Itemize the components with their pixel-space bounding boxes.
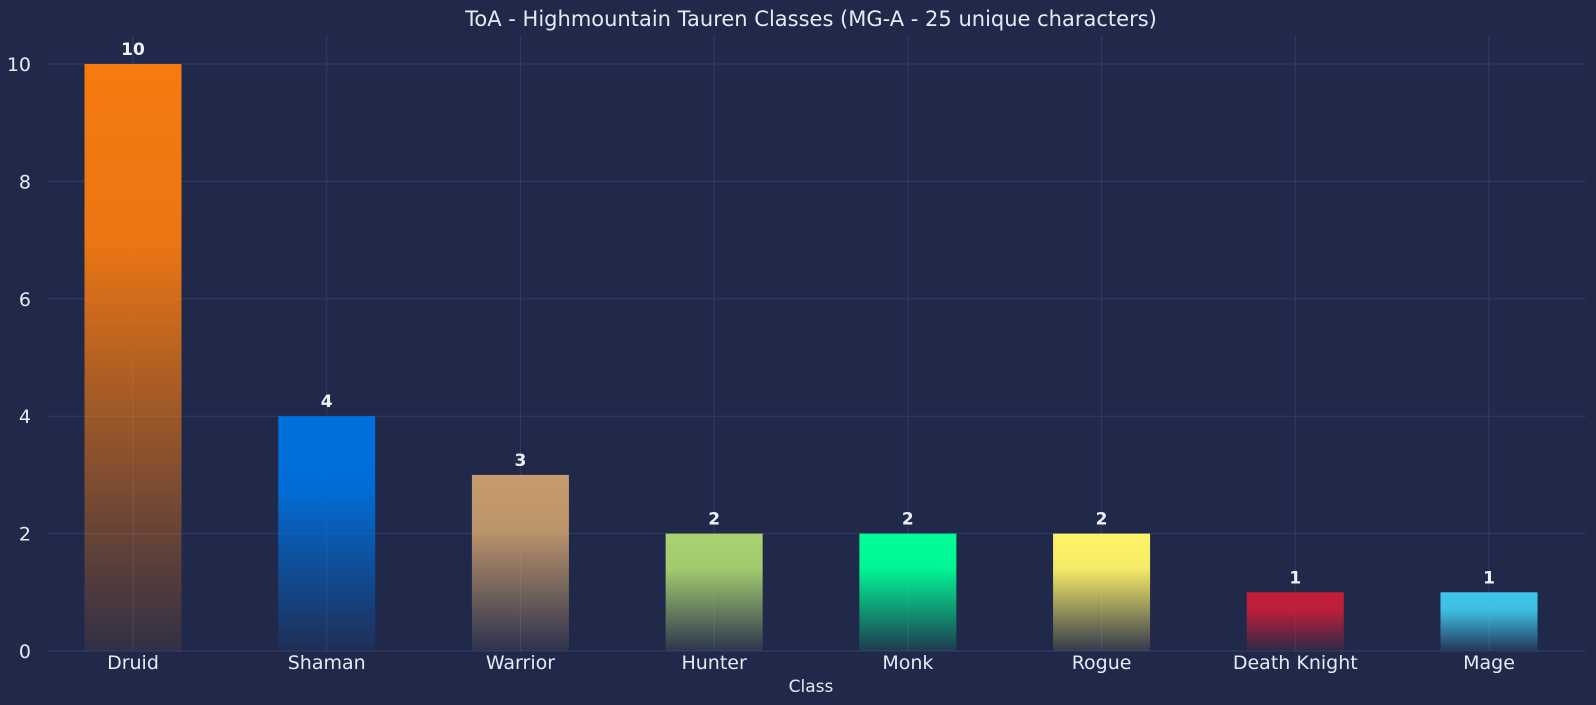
bar-rogue [1053,533,1151,651]
bar-value-label: 10 [121,40,145,60]
bar-monk [859,533,957,651]
x-tick-label: Monk [882,652,933,674]
y-tick-label: 0 [19,641,31,663]
chart-title: ToA - Highmountain Tauren Classes (MG-A … [464,7,1157,31]
bar-value-label: 4 [321,392,333,412]
x-tick-label: Druid [107,652,159,674]
bars: 10 4 3 2 2 2 1 1 [84,40,1538,651]
y-tick-label: 10 [7,54,31,76]
bar-mage [1440,592,1538,651]
x-tick-label: Mage [1463,652,1515,674]
bar-druid [84,64,182,651]
x-tick-label: Death Knight [1233,652,1358,674]
y-tick-label: 2 [19,524,31,546]
bar-hunter [665,533,763,651]
x-tick-label: Shaman [288,652,366,674]
y-tick-label: 6 [19,289,31,311]
bar-value-label: 2 [902,510,914,530]
x-tick-label: Hunter [681,652,747,674]
bar-value-label: 2 [1096,510,1108,530]
bar-value-label: 3 [515,451,527,471]
bar-death-knight [1246,592,1344,651]
bar-warrior [471,474,569,651]
x-axis-label: Class [789,677,834,697]
x-tick-label: Rogue [1072,652,1132,674]
bar-value-label: 2 [708,510,720,530]
y-axis-ticks: 0 2 4 6 8 10 [7,54,31,663]
bar-value-label: 1 [1289,568,1301,588]
y-tick-label: 8 [19,171,31,193]
x-axis-ticks: Druid Shaman Warrior Hunter Monk Rogue Death K… [107,652,1515,674]
y-tick-label: 4 [19,406,31,428]
bar-shaman [278,416,376,651]
bar-value-label: 1 [1483,568,1495,588]
grid-lines [47,36,1586,652]
x-tick-label: Warrior [486,652,555,674]
